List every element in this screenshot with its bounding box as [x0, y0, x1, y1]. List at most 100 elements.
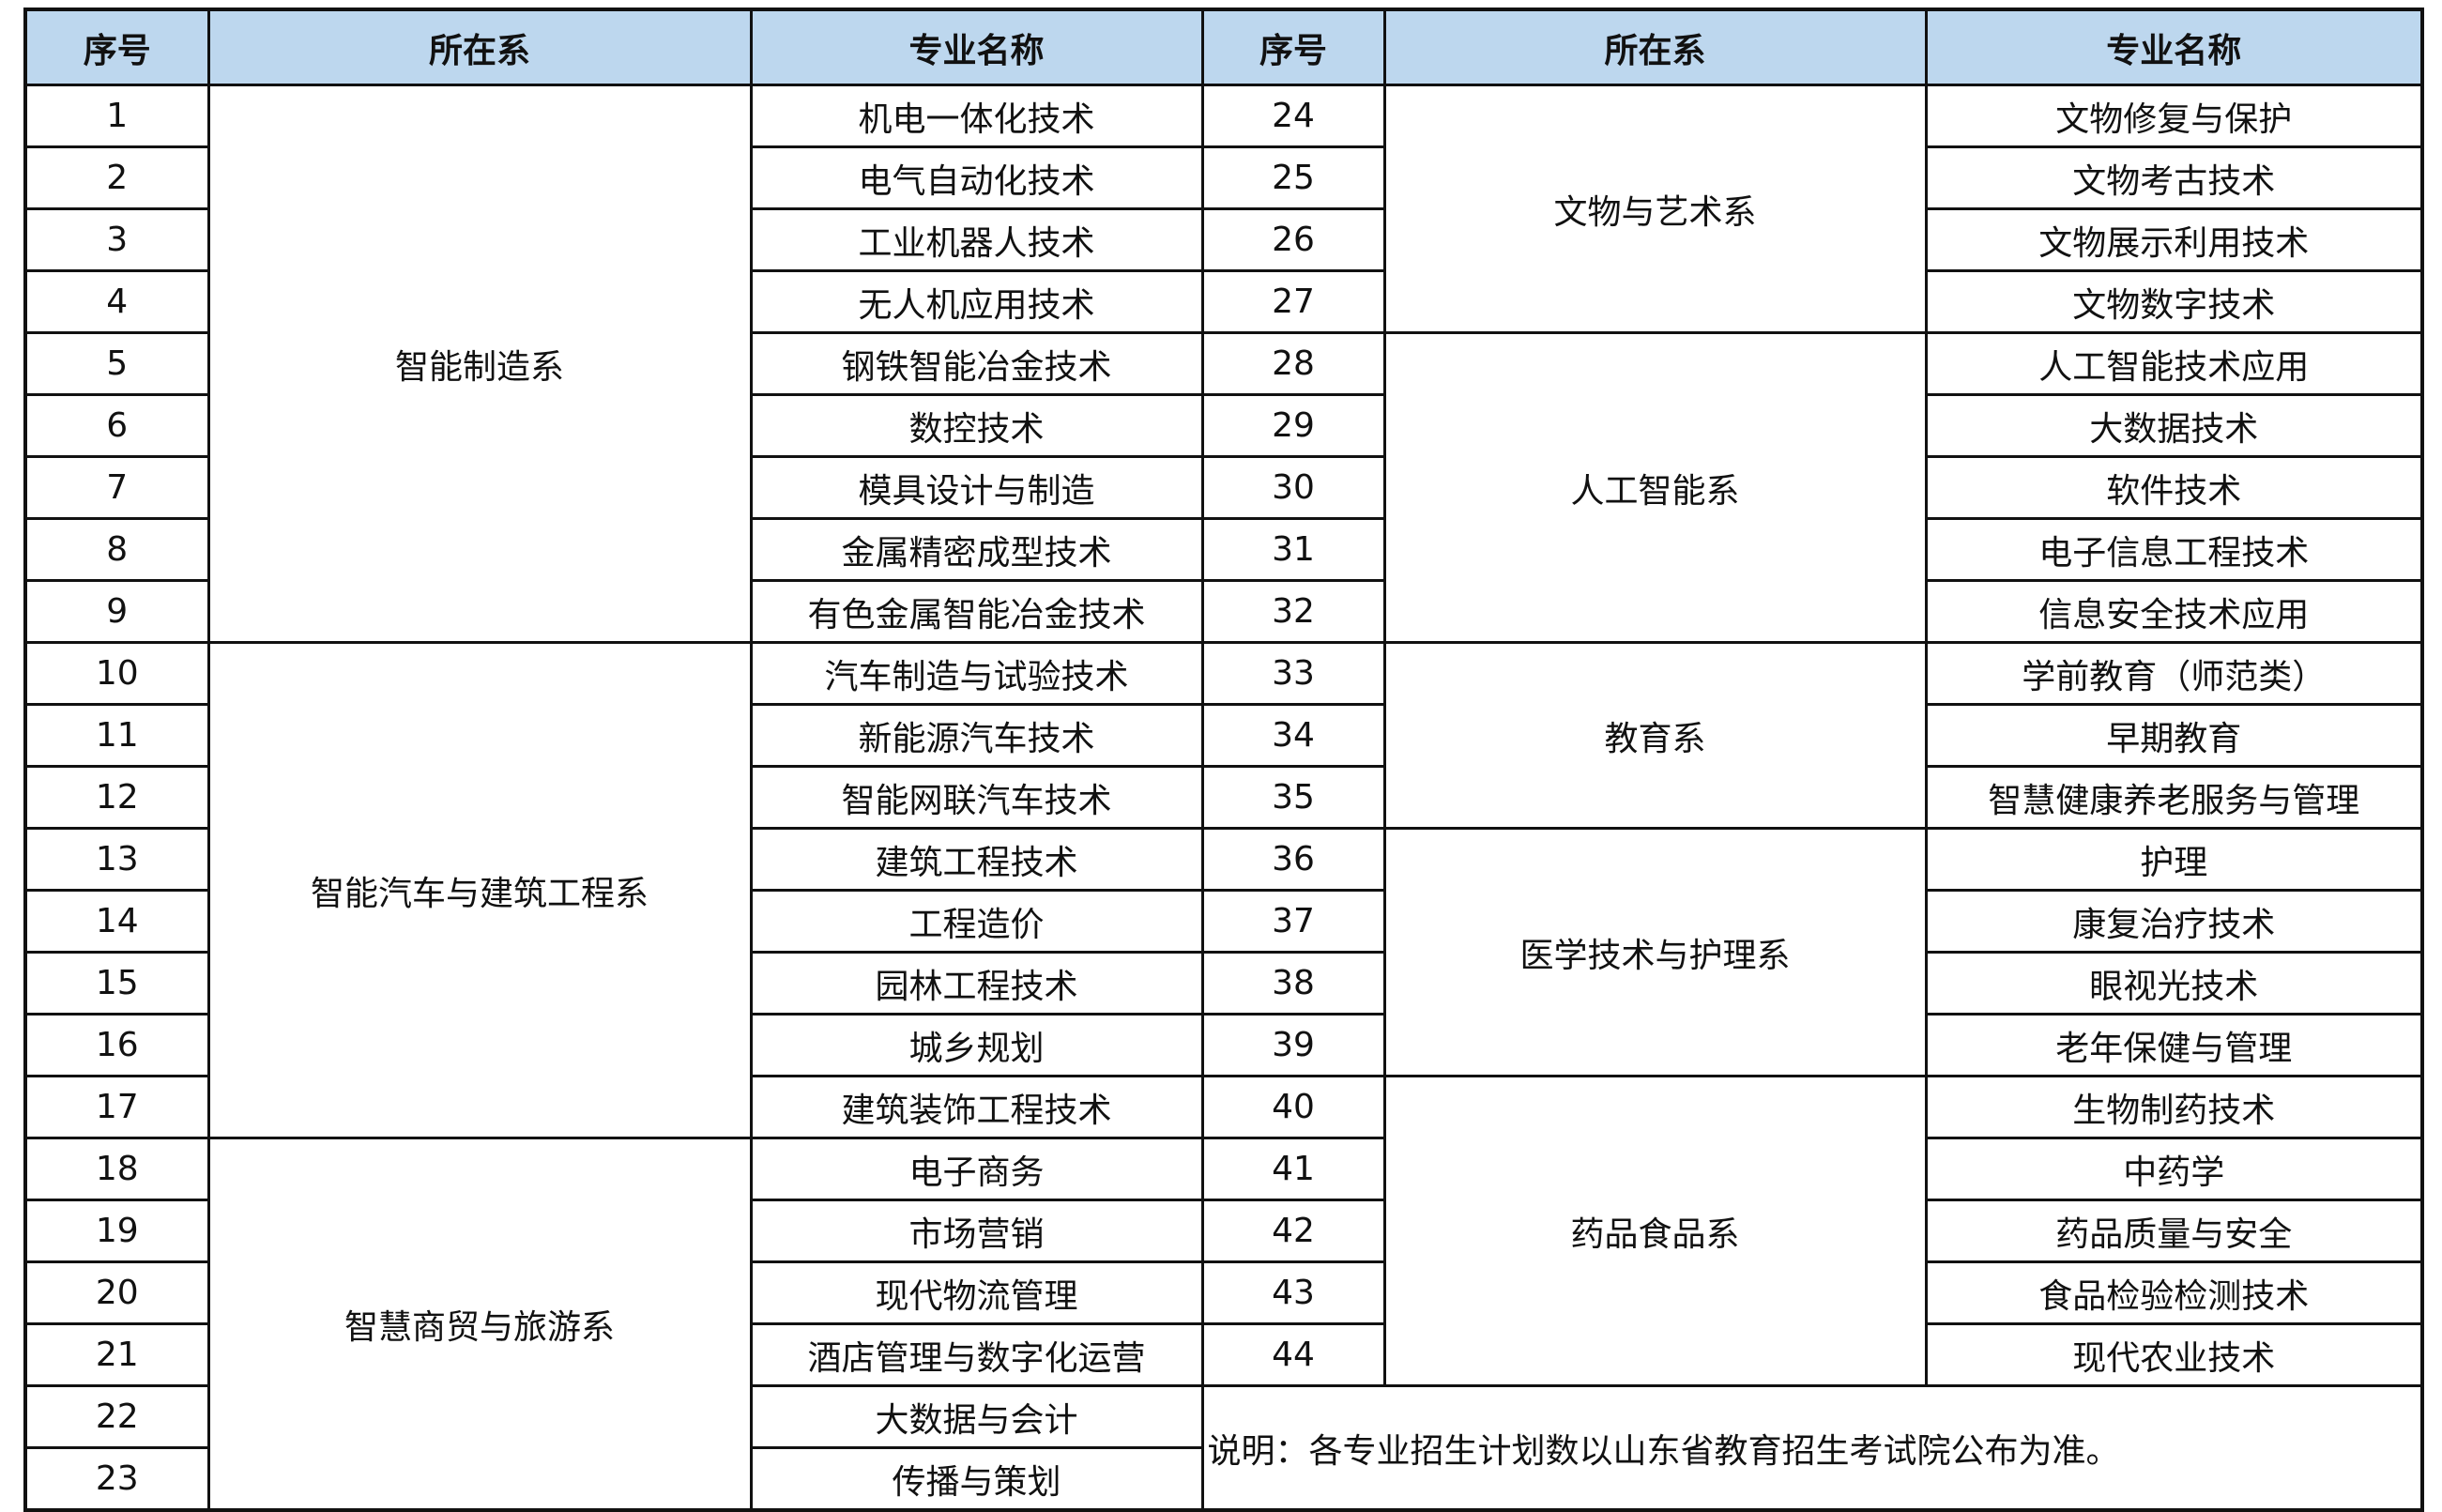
- major-cell: 金属精密成型技术: [749, 517, 1204, 582]
- table-row: 16 城乡规划 39 老年保健与管理: [23, 1013, 2424, 1077]
- table-row: 1 智能制造系 机电一体化技术 24 文物与艺术系 文物修复与保护: [23, 84, 2424, 644]
- major-cell: 新能源汽车技术: [749, 703, 1204, 768]
- major-cell: 市场营销: [749, 1199, 1204, 1263]
- department-cell: 智能汽车与建筑工程系: [206, 641, 753, 1139]
- major-cell: 城乡规划: [749, 1013, 1204, 1077]
- table-row: 14 工程造价 37 康复治疗技术: [23, 889, 2424, 954]
- seq-cell: 43: [1200, 1260, 1386, 1325]
- major-cell: 酒店管理与数字化运营: [749, 1322, 1204, 1387]
- header-row: 序号 所在系 专业名称 序号 所在系 专业名称: [23, 8, 2424, 86]
- seq-cell: 14: [23, 889, 210, 954]
- seq-cell: 37: [1200, 889, 1386, 954]
- department-cell: 智慧商贸与旅游系: [206, 1137, 753, 1512]
- seq-cell: 18: [23, 1137, 210, 1201]
- major-cell: 智能网联汽车技术: [749, 765, 1204, 830]
- table-row: 23 传播与策划: [23, 1446, 2422, 1512]
- seq-cell: 24: [1200, 84, 1386, 148]
- major-cell: 无人机应用技术: [749, 269, 1204, 334]
- seq-cell: 31: [1200, 517, 1386, 582]
- seq-cell: 36: [1200, 827, 1386, 892]
- seq-cell: 12: [23, 765, 210, 830]
- seq-cell: 20: [23, 1260, 210, 1325]
- table-row: 6 数控技术 29 大数据技术: [23, 393, 2424, 458]
- major-cell: 文物考古技术: [1924, 145, 2424, 210]
- seq-cell: 23: [23, 1446, 210, 1512]
- seq-cell: 1: [23, 84, 210, 148]
- seq-cell: 9: [23, 579, 210, 644]
- header-department: 所在系: [206, 8, 753, 86]
- header-major-right: 专业名称: [1924, 8, 2424, 86]
- seq-cell: 29: [1200, 393, 1386, 458]
- table-row: 11 新能源汽车技术 34 早期教育: [23, 703, 2424, 768]
- seq-cell: 33: [1200, 641, 1386, 706]
- note-text: 说明：各专业招生计划数以山东省教育招生考试院公布为准。: [1200, 1384, 2424, 1512]
- major-cell: 生物制药技术: [1924, 1075, 2424, 1139]
- major-cell: 康复治疗技术: [1924, 889, 2424, 954]
- department-cell: 药品食品系: [1382, 1075, 1928, 1387]
- table-row: 22 大数据与会计 说明：各专业招生计划数以山东省教育招生考试院公布为准。: [23, 1384, 2424, 1512]
- major-cell: 现代农业技术: [1924, 1322, 2424, 1387]
- seq-cell: 4: [23, 269, 210, 334]
- seq-cell: 7: [23, 455, 210, 520]
- major-cell: 传播与策划: [749, 1446, 1204, 1512]
- header-major: 专业名称: [749, 8, 1204, 86]
- seq-cell: 19: [23, 1199, 210, 1263]
- major-cell: 大数据与会计: [749, 1384, 1204, 1449]
- seq-cell: 17: [23, 1075, 210, 1139]
- major-cell: 钢铁智能冶金技术: [749, 331, 1204, 396]
- table-row: 7 模具设计与制造 30 软件技术: [23, 455, 2424, 520]
- seq-cell: 22: [23, 1384, 210, 1449]
- major-cell: 数控技术: [749, 393, 1204, 458]
- table-row: 3 工业机器人技术 26 文物展示利用技术: [23, 207, 2424, 272]
- table-row: 21 酒店管理与数字化运营 44 现代农业技术: [23, 1322, 2424, 1387]
- table-row: 10 智能汽车与建筑工程系 汽车制造与试验技术 33 教育系 学前教育（师范类）: [23, 641, 2424, 1139]
- seq-cell: 21: [23, 1322, 210, 1387]
- major-cell: 护理: [1924, 827, 2424, 892]
- seq-cell: 44: [1200, 1322, 1386, 1387]
- seq-cell: 3: [23, 207, 210, 272]
- seq-cell: 26: [1200, 207, 1386, 272]
- department-cell: 文物与艺术系: [1382, 84, 1928, 334]
- table-row: 17 建筑装饰工程技术 40 药品食品系 生物制药技术: [23, 1075, 2424, 1387]
- seq-cell: 42: [1200, 1199, 1386, 1263]
- major-cell: 文物数字技术: [1924, 269, 2424, 334]
- seq-cell: 39: [1200, 1013, 1386, 1077]
- major-cell: 软件技术: [1924, 455, 2424, 520]
- seq-cell: 40: [1200, 1075, 1386, 1139]
- major-cell: 电子商务: [749, 1137, 1204, 1201]
- major-cell: 药品质量与安全: [1924, 1199, 2424, 1263]
- department-cell: 智能制造系: [206, 84, 753, 644]
- major-cell: 工程造价: [749, 889, 1204, 954]
- table-row: 13 建筑工程技术 36 医学技术与护理系 护理: [23, 827, 2424, 1077]
- seq-cell: 15: [23, 951, 210, 1016]
- table-row: 8 金属精密成型技术 31 电子信息工程技术: [23, 517, 2424, 582]
- major-cell: 食品检验检测技术: [1924, 1260, 2424, 1325]
- seq-cell: 5: [23, 331, 210, 396]
- major-cell: 模具设计与制造: [749, 455, 1204, 520]
- table-row: 4 无人机应用技术 27 文物数字技术: [23, 269, 2424, 334]
- major-cell: 人工智能技术应用: [1924, 331, 2424, 396]
- major-cell: 文物展示利用技术: [1924, 207, 2424, 272]
- table-row: 5 钢铁智能冶金技术 28 人工智能系 人工智能技术应用: [23, 331, 2424, 644]
- table-row: 20 现代物流管理 43 食品检验检测技术: [23, 1260, 2424, 1325]
- seq-cell: 41: [1200, 1137, 1386, 1201]
- seq-cell: 16: [23, 1013, 210, 1077]
- seq-cell: 27: [1200, 269, 1386, 334]
- seq-cell: 11: [23, 703, 210, 768]
- major-cell: 电气自动化技术: [749, 145, 1204, 210]
- header-department-right: 所在系: [1382, 8, 1928, 86]
- major-cell: 智慧健康养老服务与管理: [1924, 765, 2424, 830]
- seq-cell: 8: [23, 517, 210, 582]
- major-cell: 眼视光技术: [1924, 951, 2424, 1016]
- seq-cell: 30: [1200, 455, 1386, 520]
- major-cell: 文物修复与保护: [1924, 84, 2424, 148]
- seq-cell: 32: [1200, 579, 1386, 644]
- seq-cell: 34: [1200, 703, 1386, 768]
- seq-cell: 25: [1200, 145, 1386, 210]
- table-row: 12 智能网联汽车技术 35 智慧健康养老服务与管理: [23, 765, 2424, 830]
- seq-cell: 35: [1200, 765, 1386, 830]
- table-body: 1 智能制造系 机电一体化技术 24 文物与艺术系 文物修复与保护 2 电气自动化技术 25 文物…: [23, 84, 2424, 1512]
- department-cell: 医学技术与护理系: [1382, 827, 1928, 1077]
- seq-cell: 13: [23, 827, 210, 892]
- table-row: 19 市场营销 42 药品质量与安全: [23, 1199, 2424, 1263]
